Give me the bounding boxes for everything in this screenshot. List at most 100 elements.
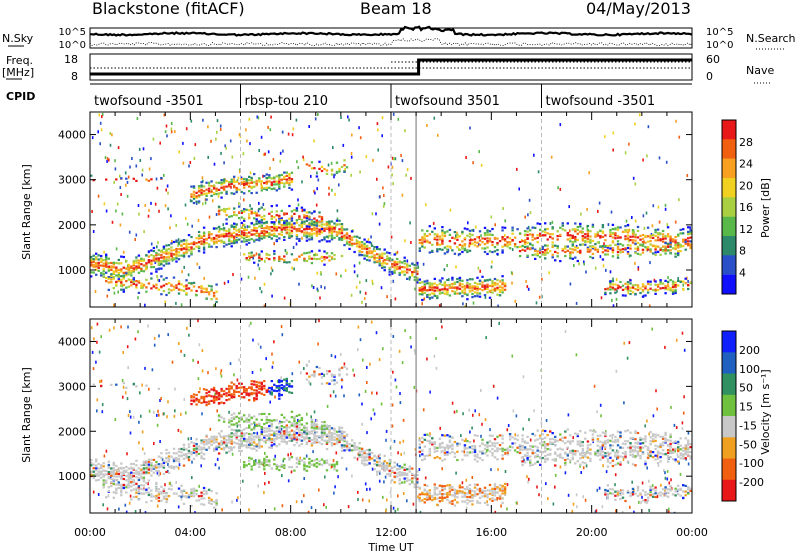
heatmap-cell xyxy=(667,285,669,287)
heatmap-cell xyxy=(223,245,225,247)
heatmap-cell xyxy=(648,480,650,483)
heatmap-cell xyxy=(421,245,423,247)
heatmap-cell xyxy=(617,229,619,231)
heatmap-cell xyxy=(680,244,682,246)
heatmap-cell xyxy=(248,190,250,192)
heatmap-cell xyxy=(664,246,666,248)
heatmap-cell xyxy=(586,208,588,211)
heatmap-cell xyxy=(256,390,258,392)
heatmap-cell xyxy=(148,487,150,489)
heatmap-cell xyxy=(213,292,215,294)
heatmap-cell xyxy=(95,469,97,471)
heatmap-cell xyxy=(647,281,649,283)
heatmap-cell xyxy=(120,275,122,277)
heatmap-cell xyxy=(197,361,199,364)
heatmap-cell xyxy=(231,424,233,426)
heatmap-cell xyxy=(243,218,245,220)
heatmap-cell xyxy=(685,278,687,280)
heatmap-cell xyxy=(371,392,373,395)
heatmap-cell xyxy=(609,231,611,233)
heatmap-cell xyxy=(461,245,463,247)
heatmap-cell xyxy=(190,488,192,490)
heatmap-cell xyxy=(261,235,263,237)
heatmap-cell xyxy=(214,163,216,166)
heatmap-cell xyxy=(283,441,285,443)
heatmap-cell xyxy=(200,495,202,497)
nsky-tick-top: 10^5 xyxy=(59,27,86,38)
heatmap-cell xyxy=(627,235,629,237)
heatmap-cell xyxy=(160,465,162,467)
heatmap-cell xyxy=(291,416,293,418)
heatmap-cell xyxy=(672,283,674,285)
heatmap-cell xyxy=(308,433,310,435)
heatmap-cell xyxy=(346,232,348,234)
heatmap-cell xyxy=(526,255,528,257)
heatmap-cell xyxy=(253,254,255,256)
heatmap-cell xyxy=(539,256,541,258)
heatmap-cell xyxy=(218,226,220,228)
heatmap-cell xyxy=(569,251,571,253)
heatmap-cell xyxy=(178,255,180,257)
heatmap-cell xyxy=(642,238,644,240)
freq-label-2: [MHz] xyxy=(2,66,34,79)
heatmap-cell xyxy=(454,291,456,293)
heatmap-cell xyxy=(559,227,561,229)
heatmap-cell xyxy=(577,229,579,231)
heatmap-cell xyxy=(213,227,215,229)
heatmap-cell xyxy=(93,337,95,340)
heatmap-cell xyxy=(168,466,170,468)
heatmap-cell xyxy=(657,284,659,286)
heatmap-cell xyxy=(317,343,319,346)
heatmap-cell xyxy=(296,441,298,443)
heatmap-cell xyxy=(231,447,233,449)
heatmap-cell xyxy=(382,347,384,350)
heatmap-cell xyxy=(140,270,142,272)
heatmap-cell xyxy=(203,249,205,251)
y-tick-label: 2000 xyxy=(58,219,86,232)
heatmap-cell xyxy=(456,236,458,238)
heatmap-cell xyxy=(280,160,282,163)
heatmap-cell xyxy=(258,260,260,262)
heatmap-cell xyxy=(93,261,95,263)
heatmap-cell xyxy=(434,290,436,292)
heatmap-cell xyxy=(374,413,376,416)
heatmap-cell xyxy=(246,432,248,434)
heatmap-cell xyxy=(170,253,172,255)
heatmap-cell xyxy=(243,228,245,230)
heatmap-cell xyxy=(481,289,483,291)
heatmap-cell xyxy=(180,485,182,487)
heatmap-cell xyxy=(638,268,640,271)
heatmap-cell xyxy=(140,464,142,466)
heatmap-cell xyxy=(273,443,275,445)
heatmap-cell xyxy=(148,251,150,253)
heatmap-cell xyxy=(298,217,300,219)
heatmap-cell xyxy=(328,432,330,434)
cpid-segment-label: twofsound 3501 xyxy=(395,94,500,109)
heatmap-cell xyxy=(208,184,210,186)
heatmap-cell xyxy=(311,161,313,163)
heatmap-cell xyxy=(513,409,515,412)
heatmap-cell xyxy=(564,229,566,231)
heatmap-cell xyxy=(143,284,145,286)
heatmap-cell xyxy=(288,232,290,234)
heatmap-cell xyxy=(190,196,192,198)
heatmap-cell xyxy=(544,254,546,256)
heatmap-cell xyxy=(632,231,634,233)
heatmap-cell xyxy=(225,399,227,401)
heatmap-cell xyxy=(198,286,200,288)
heatmap-cell xyxy=(501,251,503,253)
heatmap-cell xyxy=(313,211,315,213)
date-title: 04/May/2013 xyxy=(586,0,691,18)
heatmap-cell xyxy=(431,244,433,246)
heatmap-cell xyxy=(361,241,363,243)
heatmap-cell xyxy=(125,484,127,486)
heatmap-cell xyxy=(396,261,398,263)
heatmap-cell xyxy=(140,159,142,162)
heatmap-cell xyxy=(682,288,684,290)
heatmap-cell xyxy=(169,226,171,229)
heatmap-cell xyxy=(301,432,303,434)
heatmap-cell xyxy=(118,473,120,475)
heatmap-cell xyxy=(587,251,589,253)
heatmap-cell xyxy=(205,195,207,197)
heatmap-cell xyxy=(406,499,408,502)
